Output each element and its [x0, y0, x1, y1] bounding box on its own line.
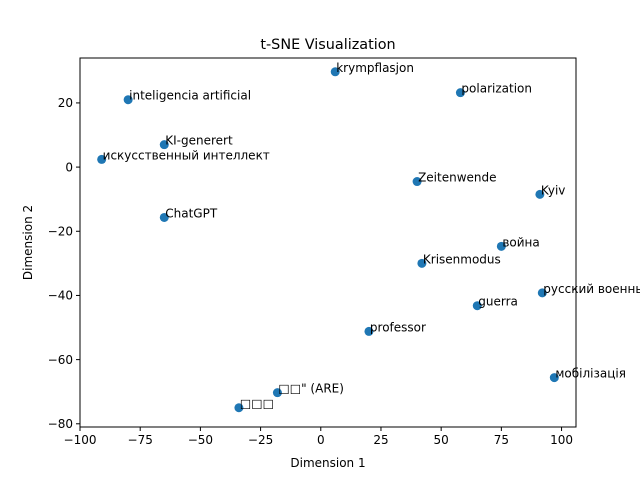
point-label: Kyiv — [541, 183, 566, 197]
data-point — [549, 373, 559, 383]
x-tick-label: 100 — [550, 433, 573, 447]
point-label: □□□ — [240, 397, 274, 411]
point-label: inteligencia artificial — [129, 89, 251, 103]
x-tick-label: 0 — [317, 433, 325, 447]
y-tick-label: 0 — [65, 160, 73, 174]
data-point — [272, 388, 282, 398]
x-axis-title: Dimension 1 — [290, 456, 365, 470]
data-point — [412, 177, 422, 187]
point-label: Zeitenwende — [418, 171, 496, 185]
data-point — [364, 326, 374, 336]
point-label: война — [502, 235, 539, 249]
y-tick-label: −40 — [48, 289, 73, 303]
x-tick-label: 25 — [373, 433, 388, 447]
point-label: guerra — [478, 295, 518, 309]
x-axis: −100 −75 −50 −25 0 25 50 75 100 — [64, 427, 573, 447]
point-label: krympflasjon — [336, 61, 414, 75]
point-label: polarization — [461, 82, 532, 96]
point-label: искусственный интеллект — [103, 148, 270, 162]
point-label: professor — [370, 320, 426, 334]
point-label: KI-generert — [165, 134, 233, 148]
chart-title: t-SNE Visualization — [260, 37, 395, 53]
data-point — [159, 212, 169, 222]
plot-area: krympflasjon polarization inteligencia art… — [97, 61, 640, 413]
point-label: русский военный корабль, иди на хуй — [543, 282, 640, 296]
x-tick-label: −50 — [188, 433, 213, 447]
data-point — [330, 67, 340, 77]
data-point — [537, 288, 547, 298]
point-label: мобілізація — [555, 367, 626, 381]
y-axis-title: Dimension 2 — [21, 205, 35, 280]
data-point — [234, 403, 244, 413]
y-tick-label: −60 — [48, 353, 73, 367]
data-point — [455, 88, 465, 98]
x-tick-label: 75 — [494, 433, 509, 447]
data-point — [97, 154, 107, 164]
axes-frame — [79, 57, 577, 428]
x-tick-label: −75 — [128, 433, 153, 447]
data-point — [123, 95, 133, 105]
point-label: ChatGPT — [165, 206, 218, 220]
point-label: □□" (ARE) — [278, 382, 344, 396]
data-point — [159, 140, 169, 150]
point-label: Krisenmodus — [423, 252, 501, 266]
x-tick-label: 50 — [434, 433, 449, 447]
x-tick-label: −25 — [248, 433, 273, 447]
data-point — [472, 301, 482, 311]
data-point — [496, 241, 506, 251]
data-point — [535, 189, 545, 199]
y-axis: −80 −60 −40 −20 0 20 — [48, 96, 80, 431]
x-tick-label: −100 — [64, 433, 97, 447]
y-tick-label: −80 — [48, 417, 73, 431]
y-tick-label: 20 — [58, 96, 73, 110]
y-tick-label: −20 — [48, 224, 73, 238]
data-point — [417, 258, 427, 268]
